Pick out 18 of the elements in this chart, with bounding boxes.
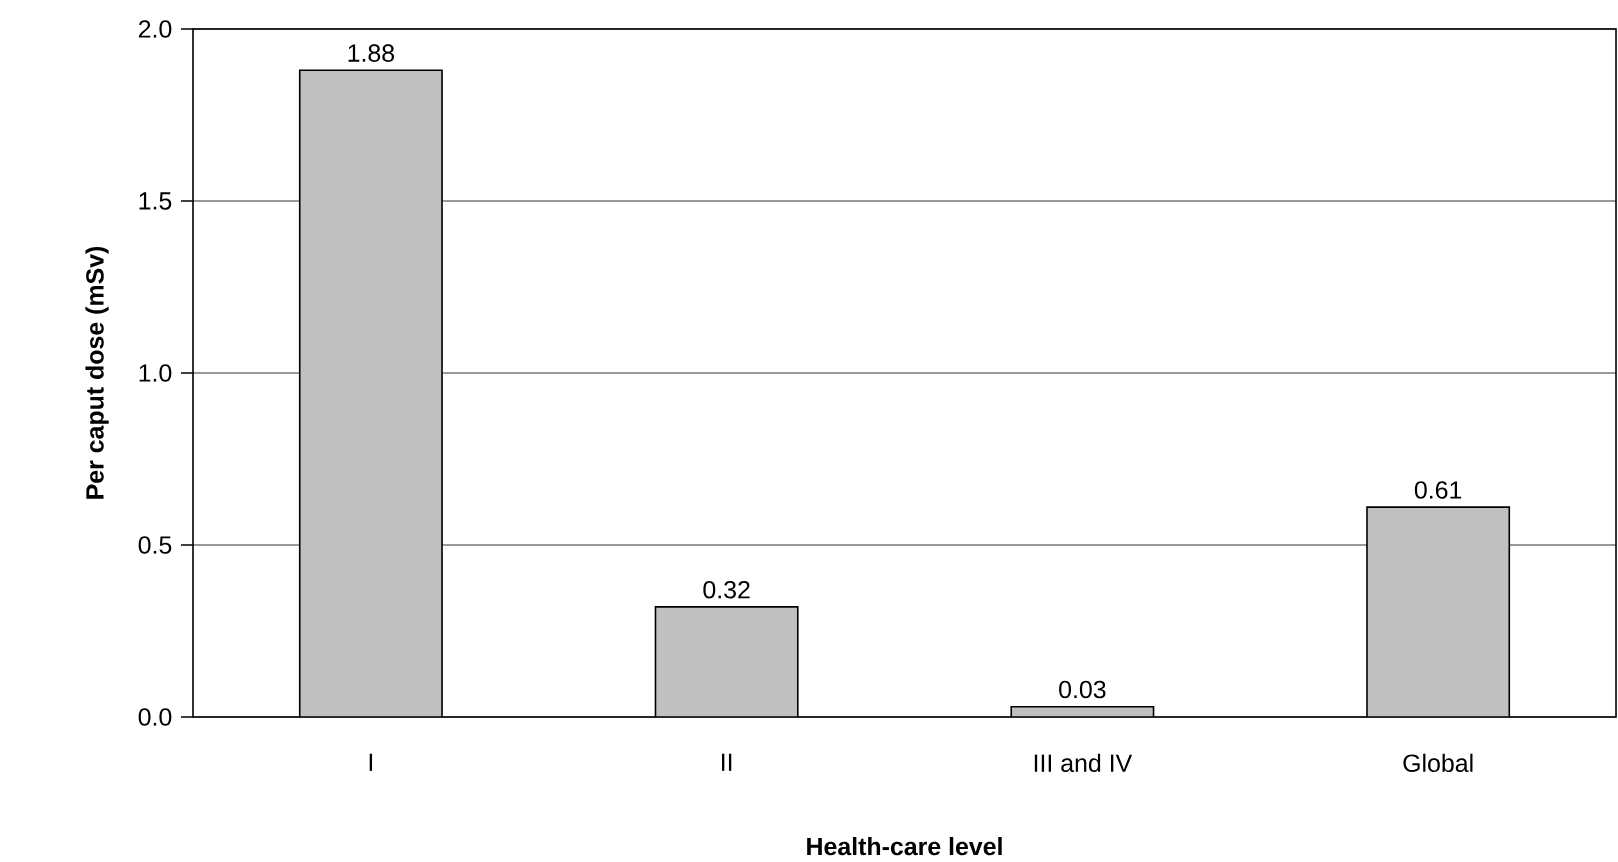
data-label: 1.88	[348, 44, 395, 62]
data-label: 0.32	[703, 580, 750, 599]
x-axis-title: Health-care level	[807, 836, 1002, 856]
y-tick-label: 0.5	[138, 536, 172, 554]
bar	[1366, 506, 1511, 717]
x-tick-label: Global	[1403, 753, 1473, 772]
x-tick-label: I	[369, 753, 373, 771]
y-tick-label: 0.0	[138, 708, 172, 726]
x-tick-label: II	[722, 753, 732, 771]
y-tick-label: 2.0	[138, 20, 172, 38]
data-label: 0.61	[1414, 481, 1462, 499]
y-tick-label: 1.5	[139, 192, 172, 210]
bar	[654, 606, 799, 717]
bar	[298, 69, 443, 717]
data-label: 0.03	[1059, 680, 1106, 699]
y-axis-title: Per caput dose (mSv)	[85, 246, 109, 499]
x-tick-label: III and IV	[1034, 753, 1133, 772]
y-tick-label: 1.0	[139, 364, 172, 382]
